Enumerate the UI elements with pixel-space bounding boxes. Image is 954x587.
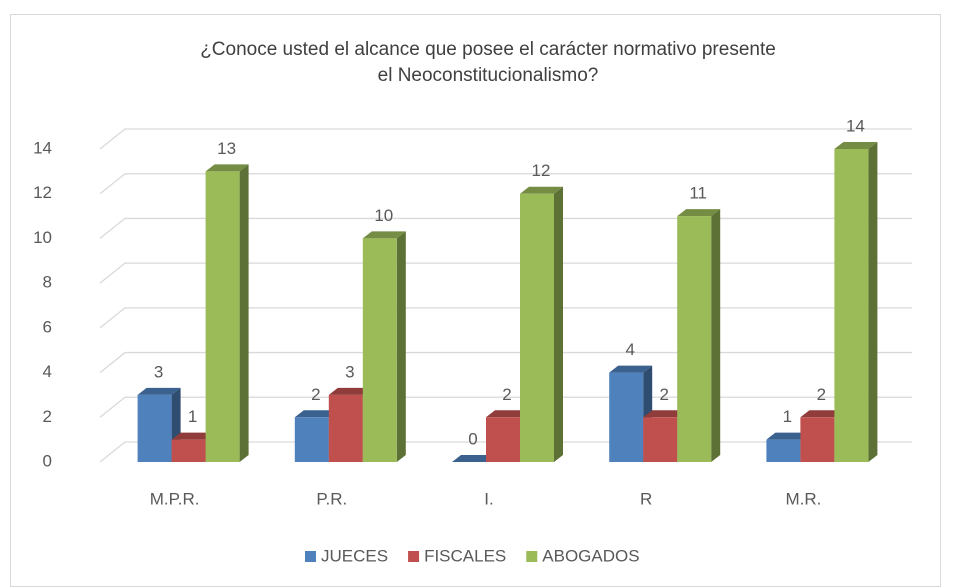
bar-top [800, 410, 844, 418]
grid-line [99, 173, 912, 195]
bar-front [486, 417, 520, 462]
bar-top [452, 455, 495, 462]
value-label: 0 [468, 429, 477, 448]
value-label: 12 [532, 161, 551, 180]
grid-line [99, 262, 912, 284]
y-tick-label: 14 [33, 138, 52, 157]
bar-front [520, 193, 554, 462]
chart-title: ¿Conoce usted el alcance que posee el ca… [200, 39, 776, 60]
value-label: 1 [188, 407, 197, 426]
bar [452, 455, 495, 462]
bar-side [711, 209, 721, 462]
bar-front [328, 394, 363, 462]
value-label: 3 [154, 362, 163, 381]
legend-swatch [408, 551, 420, 562]
bar-front [205, 171, 240, 462]
y-tick-label: 12 [33, 183, 52, 202]
bar-top [171, 432, 215, 440]
bar-front [834, 149, 869, 462]
grid-line [99, 307, 912, 329]
bar-top [294, 410, 338, 418]
grid-line [99, 128, 912, 150]
y-tick-label: 6 [43, 317, 52, 336]
value-label: 2 [817, 385, 826, 404]
bar [205, 164, 249, 462]
bar-top [205, 164, 249, 172]
bar-side [239, 164, 249, 462]
bar-top [643, 410, 687, 418]
legend-label: FISCALES [424, 546, 506, 565]
chart-border [10, 14, 941, 587]
bar-side [554, 186, 563, 462]
value-label: 14 [846, 116, 865, 135]
grid-line [99, 217, 912, 239]
x-tick-label: I. [484, 489, 493, 508]
chart-title: el Neoconstitucionalismo? [378, 65, 599, 86]
bar-front [800, 417, 835, 462]
y-tick-label: 4 [43, 362, 52, 381]
value-label: 10 [374, 206, 393, 225]
y-tick-label: 2 [43, 407, 52, 426]
value-label: 2 [311, 385, 320, 404]
bar-top [328, 387, 372, 395]
y-tick-label: 10 [33, 228, 52, 247]
bar-top [834, 142, 878, 149]
value-label: 1 [783, 407, 792, 426]
bar-front [294, 417, 329, 462]
bar-top [609, 365, 653, 373]
bar-top [486, 410, 529, 418]
value-label: 4 [625, 340, 634, 359]
value-label: 13 [217, 139, 236, 158]
x-tick-label: P.R. [316, 489, 347, 508]
x-tick-label: M.R. [785, 489, 821, 508]
bar-top [137, 387, 181, 395]
legend-swatch [526, 551, 538, 562]
value-label: 11 [689, 184, 707, 203]
y-tick-label: 8 [43, 273, 52, 292]
bar-front [609, 372, 644, 462]
bar-front [137, 394, 172, 462]
bar-top [362, 231, 406, 239]
bar-side [396, 231, 406, 462]
bar-front [643, 417, 678, 462]
bar-front [766, 439, 801, 462]
bar-front [362, 238, 397, 462]
x-tick-label: M.P.R. [150, 489, 200, 508]
bar [362, 231, 406, 462]
legend-label: ABOGADOS [542, 546, 639, 565]
bar [834, 142, 878, 462]
bar [520, 186, 563, 462]
bar-top [677, 209, 721, 217]
value-label: 3 [345, 362, 354, 381]
bar-top [520, 186, 563, 194]
bar-front [677, 216, 712, 462]
bar [677, 209, 721, 462]
bar-top [766, 432, 810, 440]
value-label: 2 [502, 385, 511, 404]
bar-front [171, 439, 206, 462]
grid-line [99, 351, 912, 374]
legend-label: JUECES [321, 546, 388, 565]
bar-side [868, 142, 878, 462]
value-label: 2 [659, 385, 668, 404]
x-tick-label: R [640, 489, 652, 508]
legend-swatch [305, 551, 316, 562]
y-tick-label: 0 [43, 451, 52, 470]
